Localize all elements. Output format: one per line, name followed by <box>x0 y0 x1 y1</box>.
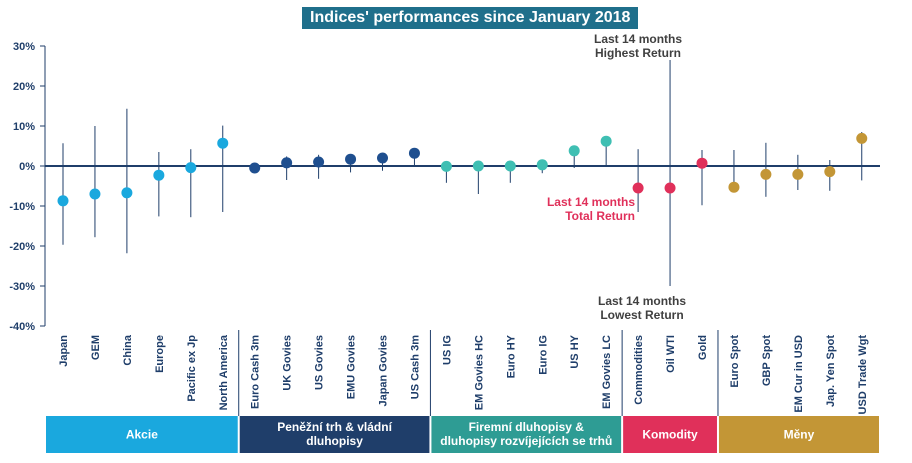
y-tick-label: 20% <box>13 81 35 93</box>
total-return-point <box>345 153 357 165</box>
y-tick-label: 10% <box>13 121 35 133</box>
category-label: EM Govies LC <box>601 335 613 409</box>
y-tick-label: 30% <box>13 41 35 53</box>
category-label: Pacific ex Jp <box>186 335 198 402</box>
total-return-point <box>249 162 261 174</box>
lowest-annotation-line2: Lowest Return <box>600 308 684 322</box>
total-return-point <box>185 162 197 174</box>
total-return-point <box>536 159 548 171</box>
lowest-annotation-line1: Last 14 months <box>598 294 687 308</box>
category-label: UK Govies <box>282 335 294 391</box>
total-return-point <box>440 160 452 172</box>
category-label: US HY <box>569 334 581 368</box>
group-label: Peněžní trh & vládní dluhopisy <box>277 420 392 448</box>
lowest-return-annotation: Last 14 months Lowest Return <box>598 294 686 322</box>
category-label: GBP Spot <box>761 335 773 386</box>
category-label: EM Cur in USD <box>793 335 805 413</box>
total-return-point <box>504 160 516 172</box>
y-tick-label: -20% <box>9 241 35 253</box>
total-return-point <box>313 156 325 168</box>
total-return-point <box>217 137 229 149</box>
y-tick-label: 0% <box>19 161 35 173</box>
group-band <box>46 416 238 453</box>
y-tick-label: -40% <box>9 321 35 333</box>
category-label: Japan Govies <box>378 335 390 407</box>
category-label: Commodities <box>633 335 645 405</box>
category-label: Gold <box>697 335 709 360</box>
category-label: Euro IG <box>537 335 549 375</box>
total-return-point <box>153 169 165 181</box>
category-label: China <box>122 334 134 365</box>
total-return-point <box>472 160 484 172</box>
total-return-point <box>696 157 708 169</box>
total-return-point <box>664 182 676 194</box>
category-label: US Govies <box>314 335 326 390</box>
category-label: Euro Spot <box>729 335 741 388</box>
total-return-point <box>824 166 836 178</box>
total-return-point <box>856 132 868 144</box>
category-label: Euro HY <box>505 334 517 378</box>
total-return-point <box>760 168 772 180</box>
total-annotation-line1: Last 14 months <box>546 195 635 209</box>
group-band <box>623 416 717 453</box>
category-label: GEM <box>90 335 102 360</box>
total-return-annotation: Last 14 months Total Return <box>540 195 635 223</box>
total-return-point <box>281 157 293 169</box>
category-label: US IG <box>441 335 453 365</box>
total-return-point <box>89 188 101 200</box>
group-band <box>239 416 430 453</box>
highest-annotation-line1: Last 14 months <box>594 32 683 46</box>
group-band <box>431 416 622 453</box>
category-label: North America <box>218 334 230 410</box>
y-tick-label: -10% <box>9 201 35 213</box>
total-return-point <box>121 187 133 199</box>
total-annotation-line2: Total Return <box>565 209 635 223</box>
category-label: Europe <box>154 335 166 373</box>
category-label: Euro Cash 3m <box>250 335 262 409</box>
total-return-point <box>600 135 612 147</box>
chart-title: Indices' performances since January 2018 <box>302 7 639 29</box>
group-band <box>718 416 879 453</box>
total-return-point <box>408 147 420 159</box>
category-label: USD Trade Wgt <box>857 335 869 415</box>
total-return-point <box>377 152 388 164</box>
total-return-point <box>728 181 740 193</box>
category-label: Oil WTI <box>665 335 677 373</box>
group-label: Komodity <box>642 428 698 442</box>
group-label: Akcie <box>126 428 158 442</box>
highest-annotation-line2: Highest Return <box>595 46 682 60</box>
total-return-point <box>57 195 69 207</box>
group-label: Firemní dluhopisy & dluhopisy rozvíjející… <box>440 420 612 448</box>
highest-return-annotation: Last 14 months Highest Return <box>594 32 682 60</box>
y-tick-label: -30% <box>9 281 35 293</box>
category-label: Japan <box>58 335 70 367</box>
total-return-point <box>792 168 804 180</box>
category-label: EM Govies HC <box>473 335 485 410</box>
total-return-point <box>632 182 644 194</box>
group-label: Měny <box>784 428 815 442</box>
category-label: EMU Govies <box>346 335 358 399</box>
category-label: US Cash 3m <box>409 335 421 399</box>
category-label: Jap. Yen Spot <box>825 335 837 407</box>
total-return-point <box>568 145 580 157</box>
